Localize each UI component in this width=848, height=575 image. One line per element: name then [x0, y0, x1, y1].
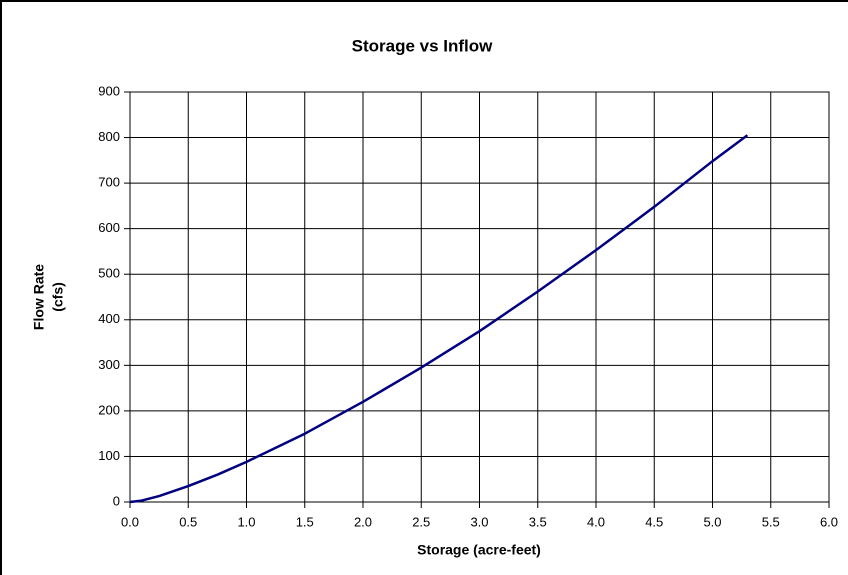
- y-axis-title-line: Flow Rate: [31, 264, 47, 330]
- y-tick-label: 900: [98, 83, 120, 98]
- x-tick-label: 6.0: [820, 514, 838, 529]
- y-axis-title-line: (cfs): [50, 282, 66, 312]
- data-line: [129, 134, 749, 504]
- x-tick-label: 5.0: [703, 514, 721, 529]
- y-tick-label: 100: [98, 448, 120, 463]
- y-tick-label: 0: [113, 493, 120, 508]
- x-tick-label: 3.0: [470, 514, 488, 529]
- plot-area: [129, 91, 830, 503]
- chart-title: Storage vs Inflow: [352, 36, 494, 55]
- y-tick-label: 300: [98, 357, 120, 372]
- x-tick-label: 0.0: [121, 514, 139, 529]
- y-tick-label: 200: [98, 402, 120, 417]
- y-tick-label: 700: [98, 175, 120, 190]
- x-tick-label: 0.5: [179, 514, 197, 529]
- y-axis-title: Flow Rate (cfs): [31, 264, 66, 330]
- x-tick-label: 3.5: [529, 514, 547, 529]
- x-axis-title: Storage (acre-feet): [417, 542, 541, 558]
- y-tick-label: 500: [98, 266, 120, 281]
- x-tick-label: 1.5: [296, 514, 314, 529]
- y-tick-label: 800: [98, 129, 120, 144]
- y-tick-label: 400: [98, 311, 120, 326]
- x-tick-label: 5.5: [762, 514, 780, 529]
- x-tick-label: 2.5: [412, 514, 430, 529]
- x-tick-label: 4.0: [587, 514, 605, 529]
- y-tick-label: 600: [98, 220, 120, 235]
- x-tick-label: 1.0: [237, 514, 255, 529]
- x-tick-label: 2.0: [354, 514, 372, 529]
- x-tick-label: 4.5: [645, 514, 663, 529]
